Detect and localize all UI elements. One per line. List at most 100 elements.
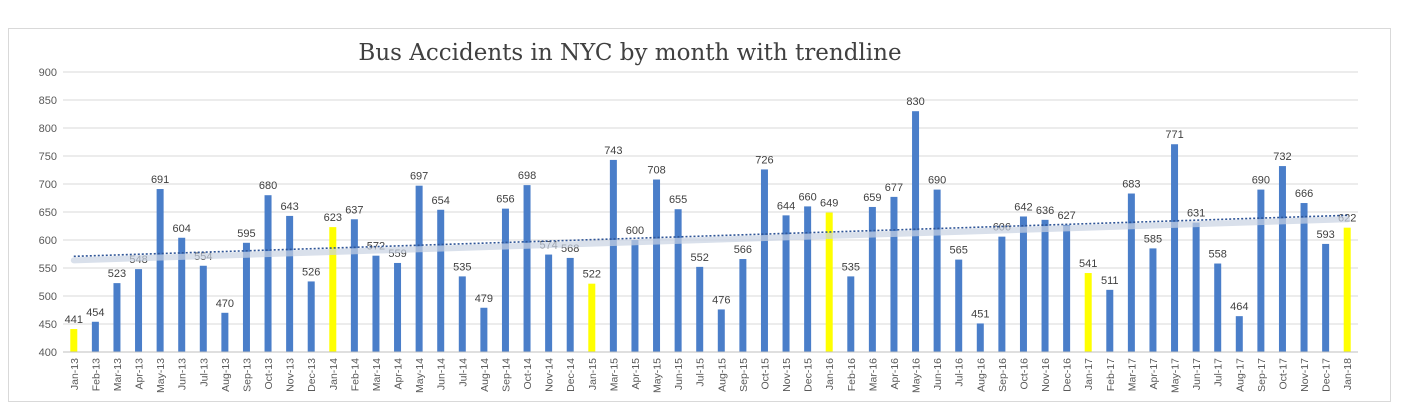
data-label: 708 <box>647 165 665 177</box>
bar <box>674 209 682 352</box>
data-label: 655 <box>669 194 687 206</box>
bar <box>890 196 898 352</box>
bar <box>804 206 812 352</box>
x-tick-label: May-14 <box>414 358 426 393</box>
x-tick-label: Oct-17 <box>1277 358 1289 390</box>
data-label: 552 <box>691 252 709 264</box>
data-label: 566 <box>734 244 752 256</box>
bar <box>825 212 833 352</box>
bar <box>394 262 402 352</box>
bar <box>437 209 445 352</box>
data-label: 698 <box>518 170 536 182</box>
data-label: 680 <box>259 180 277 192</box>
x-tick-label: Jan-17 <box>1083 358 1095 390</box>
data-label: 535 <box>453 261 471 273</box>
bar <box>350 219 358 352</box>
bar <box>199 265 207 352</box>
x-tick-label: Apr-17 <box>1148 358 1160 390</box>
x-tick-label: Jul-13 <box>198 358 210 387</box>
data-label: 644 <box>777 200 795 212</box>
x-tick-label: Mar-15 <box>608 358 620 391</box>
bar <box>372 255 380 352</box>
data-label: 649 <box>820 198 838 210</box>
data-label: 441 <box>65 314 83 326</box>
x-tick-label: Sep-16 <box>997 358 1009 392</box>
y-tick-label: 700 <box>39 179 57 191</box>
data-label: 771 <box>1165 129 1183 141</box>
bar <box>1127 193 1135 352</box>
x-tick-label: Sep-13 <box>241 358 253 392</box>
data-label: 743 <box>604 145 622 157</box>
y-tick-label: 800 <box>39 123 57 135</box>
x-tick-label: Jan-14 <box>328 358 340 390</box>
data-label: 623 <box>324 212 342 224</box>
bar <box>1063 224 1071 352</box>
data-label: 600 <box>626 225 644 237</box>
data-label: 631 <box>1187 208 1205 220</box>
x-tick-label: Nov-14 <box>544 358 556 392</box>
data-label: 511 <box>1101 275 1119 287</box>
x-tick-label: May-15 <box>652 358 664 393</box>
data-label: 637 <box>345 204 363 216</box>
x-tick-label: Aug-14 <box>479 358 491 392</box>
bar <box>933 189 941 352</box>
bar <box>760 169 768 352</box>
bar <box>1171 144 1179 352</box>
data-label: 604 <box>173 223 191 235</box>
x-tick-label: Jun-14 <box>436 358 448 390</box>
x-tick-label: Nov-13 <box>285 358 297 392</box>
x-tick-label: Jul-17 <box>1213 358 1225 387</box>
data-label: 593 <box>1316 229 1334 241</box>
bar <box>415 185 423 352</box>
x-tick-label: Nov-15 <box>781 358 793 392</box>
data-label: 691 <box>151 174 169 186</box>
bar <box>1343 227 1351 352</box>
bar <box>955 259 963 352</box>
bar <box>1300 203 1308 352</box>
data-label: 522 <box>583 269 601 281</box>
data-label: 683 <box>1122 179 1140 191</box>
data-label: 479 <box>475 293 493 305</box>
x-tick-label: Feb-13 <box>90 358 102 391</box>
y-tick-label: 650 <box>39 207 57 219</box>
bar <box>566 257 574 352</box>
x-tick-label: Aug-17 <box>1234 358 1246 392</box>
bar <box>1084 273 1092 352</box>
bar <box>242 242 250 352</box>
chart-title: Bus Accidents in NYC by month with trend… <box>358 40 902 66</box>
x-tick-label: Jun-13 <box>177 358 189 390</box>
bar <box>1214 263 1222 352</box>
data-label: 659 <box>863 192 881 204</box>
x-tick-label: Dec-16 <box>1062 358 1074 392</box>
bar <box>1041 219 1049 352</box>
x-tick-label: Jun-17 <box>1191 358 1203 390</box>
bar <box>221 312 229 352</box>
x-tick-label: Mar-17 <box>1126 358 1138 391</box>
x-tick-label: Jul-15 <box>695 358 707 387</box>
bar <box>1106 289 1114 352</box>
x-tick-label: Jun-16 <box>932 358 944 390</box>
bar <box>286 215 294 352</box>
bar <box>264 195 272 352</box>
data-label: 656 <box>496 194 514 206</box>
bar <box>523 185 531 352</box>
x-tick-label: May-13 <box>155 358 167 393</box>
bar <box>1278 166 1286 352</box>
x-tick-label: Aug-16 <box>975 358 987 392</box>
data-label: 636 <box>1036 205 1054 217</box>
trendline-shadow <box>70 216 1351 264</box>
x-tick-label: Jan-15 <box>587 358 599 390</box>
bar <box>609 159 617 352</box>
bar <box>70 329 78 352</box>
bar <box>782 215 790 352</box>
bar <box>1019 216 1027 352</box>
x-tick-label: Oct-15 <box>759 358 771 390</box>
bar <box>631 240 639 352</box>
data-label: 627 <box>1057 210 1075 222</box>
y-tick-label: 400 <box>39 347 57 359</box>
x-tick-label: Apr-13 <box>134 358 146 390</box>
data-label: 476 <box>712 294 730 306</box>
data-label: 643 <box>280 201 298 213</box>
data-label: 666 <box>1295 188 1313 200</box>
data-label: 565 <box>950 245 968 257</box>
